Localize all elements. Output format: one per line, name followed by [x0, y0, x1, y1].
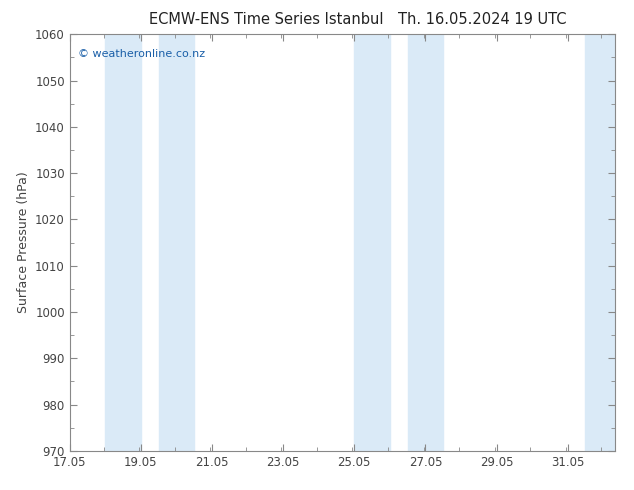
Bar	[408, 34, 443, 451]
Bar	[158, 34, 194, 451]
Bar	[585, 34, 634, 451]
Y-axis label: Surface Pressure (hPa): Surface Pressure (hPa)	[16, 172, 30, 314]
Text: ECMW-ENS Time Series Istanbul: ECMW-ENS Time Series Istanbul	[149, 12, 384, 27]
Bar	[354, 34, 390, 451]
Bar	[105, 34, 141, 451]
Text: Th. 16.05.2024 19 UTC: Th. 16.05.2024 19 UTC	[398, 12, 566, 27]
Text: © weatheronline.co.nz: © weatheronline.co.nz	[78, 49, 205, 59]
